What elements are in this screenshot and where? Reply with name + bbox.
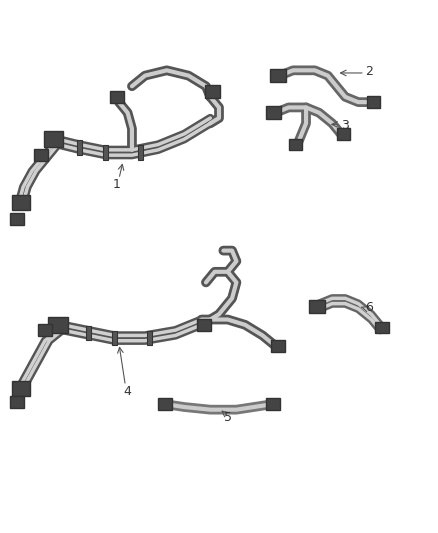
Bar (10, 396, 24, 408)
Bar (86, 326, 91, 340)
Bar (34, 149, 47, 161)
Text: 4: 4 (124, 385, 131, 398)
Bar (112, 331, 117, 345)
Bar (147, 331, 152, 345)
Text: 6: 6 (365, 301, 373, 314)
Text: 3: 3 (341, 119, 349, 132)
Bar (375, 321, 389, 334)
Bar (309, 300, 325, 313)
Bar (266, 107, 281, 119)
Text: 5: 5 (224, 411, 232, 424)
Bar (10, 213, 24, 225)
Bar (44, 131, 63, 148)
Bar (336, 128, 350, 140)
Bar (38, 324, 52, 336)
Bar (103, 145, 108, 160)
Bar (158, 399, 172, 410)
Bar (48, 317, 67, 333)
Bar (138, 145, 143, 160)
Bar (77, 140, 82, 155)
Text: 1: 1 (113, 178, 120, 191)
Bar (270, 69, 286, 82)
Bar (12, 381, 30, 396)
Bar (271, 340, 285, 352)
Bar (197, 319, 211, 331)
Bar (205, 85, 220, 98)
Bar (367, 96, 381, 108)
Bar (289, 139, 302, 150)
Bar (266, 399, 280, 410)
Text: 2: 2 (365, 65, 373, 78)
Bar (110, 91, 124, 103)
Bar (12, 196, 30, 211)
